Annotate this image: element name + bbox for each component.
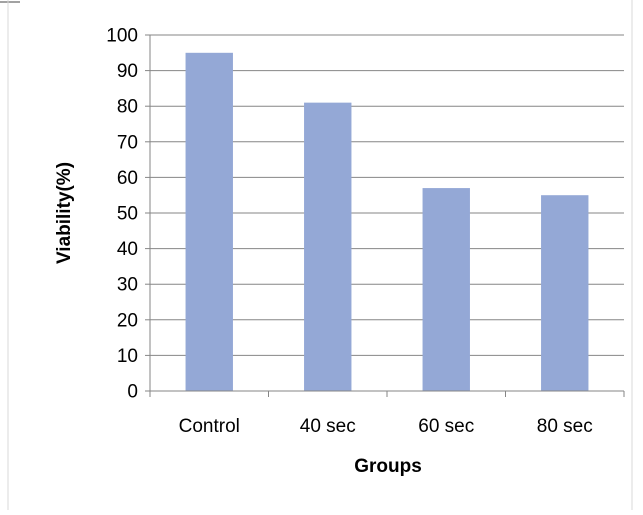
y-axis-title: Viability(%) bbox=[54, 162, 75, 264]
axes bbox=[145, 34, 625, 397]
y-tick-label: 90 bbox=[117, 61, 138, 82]
x-tick-label: 80 sec bbox=[537, 416, 593, 437]
y-tick-label: 80 bbox=[117, 97, 138, 118]
y-tick-label: 60 bbox=[117, 168, 138, 189]
x-tick-label: 60 sec bbox=[418, 416, 474, 437]
bar bbox=[304, 102, 352, 391]
y-tick-label: 70 bbox=[117, 132, 138, 153]
y-tick-label: 50 bbox=[117, 204, 138, 225]
x-axis-title: Groups bbox=[354, 456, 422, 477]
x-tick-label: 40 sec bbox=[300, 416, 356, 437]
bar bbox=[541, 195, 589, 391]
y-tick-label: 30 bbox=[117, 275, 138, 296]
y-tick-label: 20 bbox=[117, 310, 138, 331]
bars bbox=[185, 52, 589, 392]
y-tick-labels: 0 10 20 30 40 50 60 70 80 90 100 bbox=[106, 26, 138, 403]
bar bbox=[185, 52, 233, 392]
y-tick-label: 100 bbox=[106, 26, 138, 47]
y-tick-label: 40 bbox=[117, 239, 138, 260]
y-tick-label: 10 bbox=[117, 346, 138, 367]
bar bbox=[422, 188, 470, 391]
x-tick-labels: Control 40 sec 60 sec 80 sec bbox=[179, 416, 593, 437]
x-tick-label: Control bbox=[179, 416, 240, 437]
y-tick-label: 0 bbox=[127, 382, 138, 403]
